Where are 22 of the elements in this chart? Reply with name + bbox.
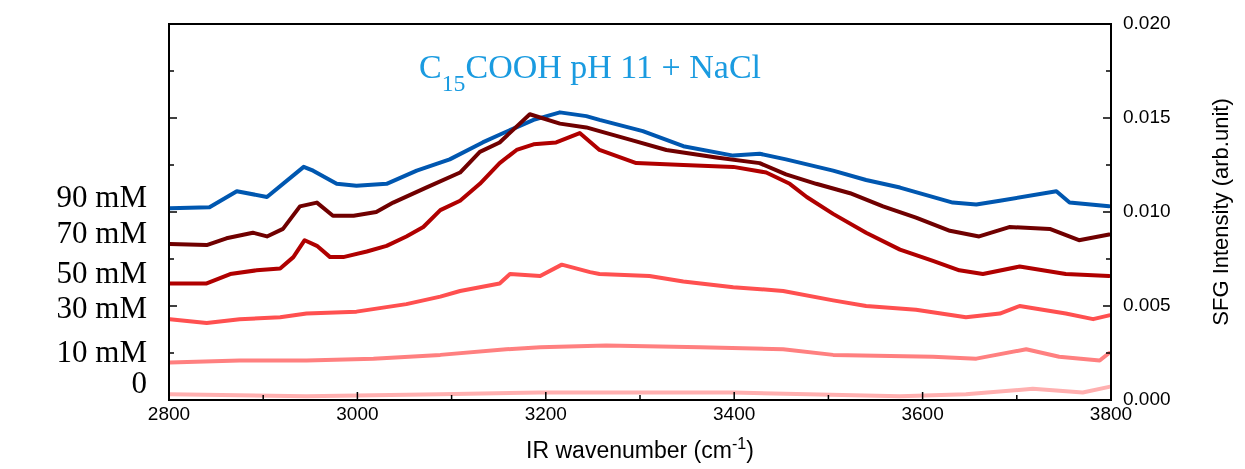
y-tick-label: 0.015: [1123, 106, 1171, 128]
x-tick-label: 3000: [336, 403, 379, 424]
line-series: [167, 384, 1112, 399]
x-tick-label: 3600: [901, 403, 944, 424]
series-label: 70 mM: [56, 215, 147, 251]
text: C$_{15}$COOH pH 11 + NaCl: [418, 48, 762, 96]
line-series: [167, 112, 1112, 248]
x-tick-label: 2800: [147, 403, 191, 424]
y-axis-title: SFG Intensity (arb.unit): [1208, 98, 1233, 326]
y-tick-label: 0.010: [1123, 200, 1171, 222]
line-series: [167, 262, 1112, 325]
x-tick-label: 3200: [524, 403, 567, 424]
series-label: 50 mM: [56, 254, 147, 290]
x-axis-title: IR wavenumber (cm$^{-1}$): [526, 434, 754, 463]
series-label: 90 mM: [56, 179, 147, 215]
x-tick-label: 3400: [713, 403, 756, 424]
line-series: [167, 110, 1112, 211]
series-label: 30 mM: [56, 290, 147, 326]
y-tick-label: 0.005: [1123, 294, 1171, 316]
line-series: [167, 343, 1112, 365]
line-series: [167, 131, 1112, 286]
y-tick-label: 0.020: [1123, 12, 1171, 34]
